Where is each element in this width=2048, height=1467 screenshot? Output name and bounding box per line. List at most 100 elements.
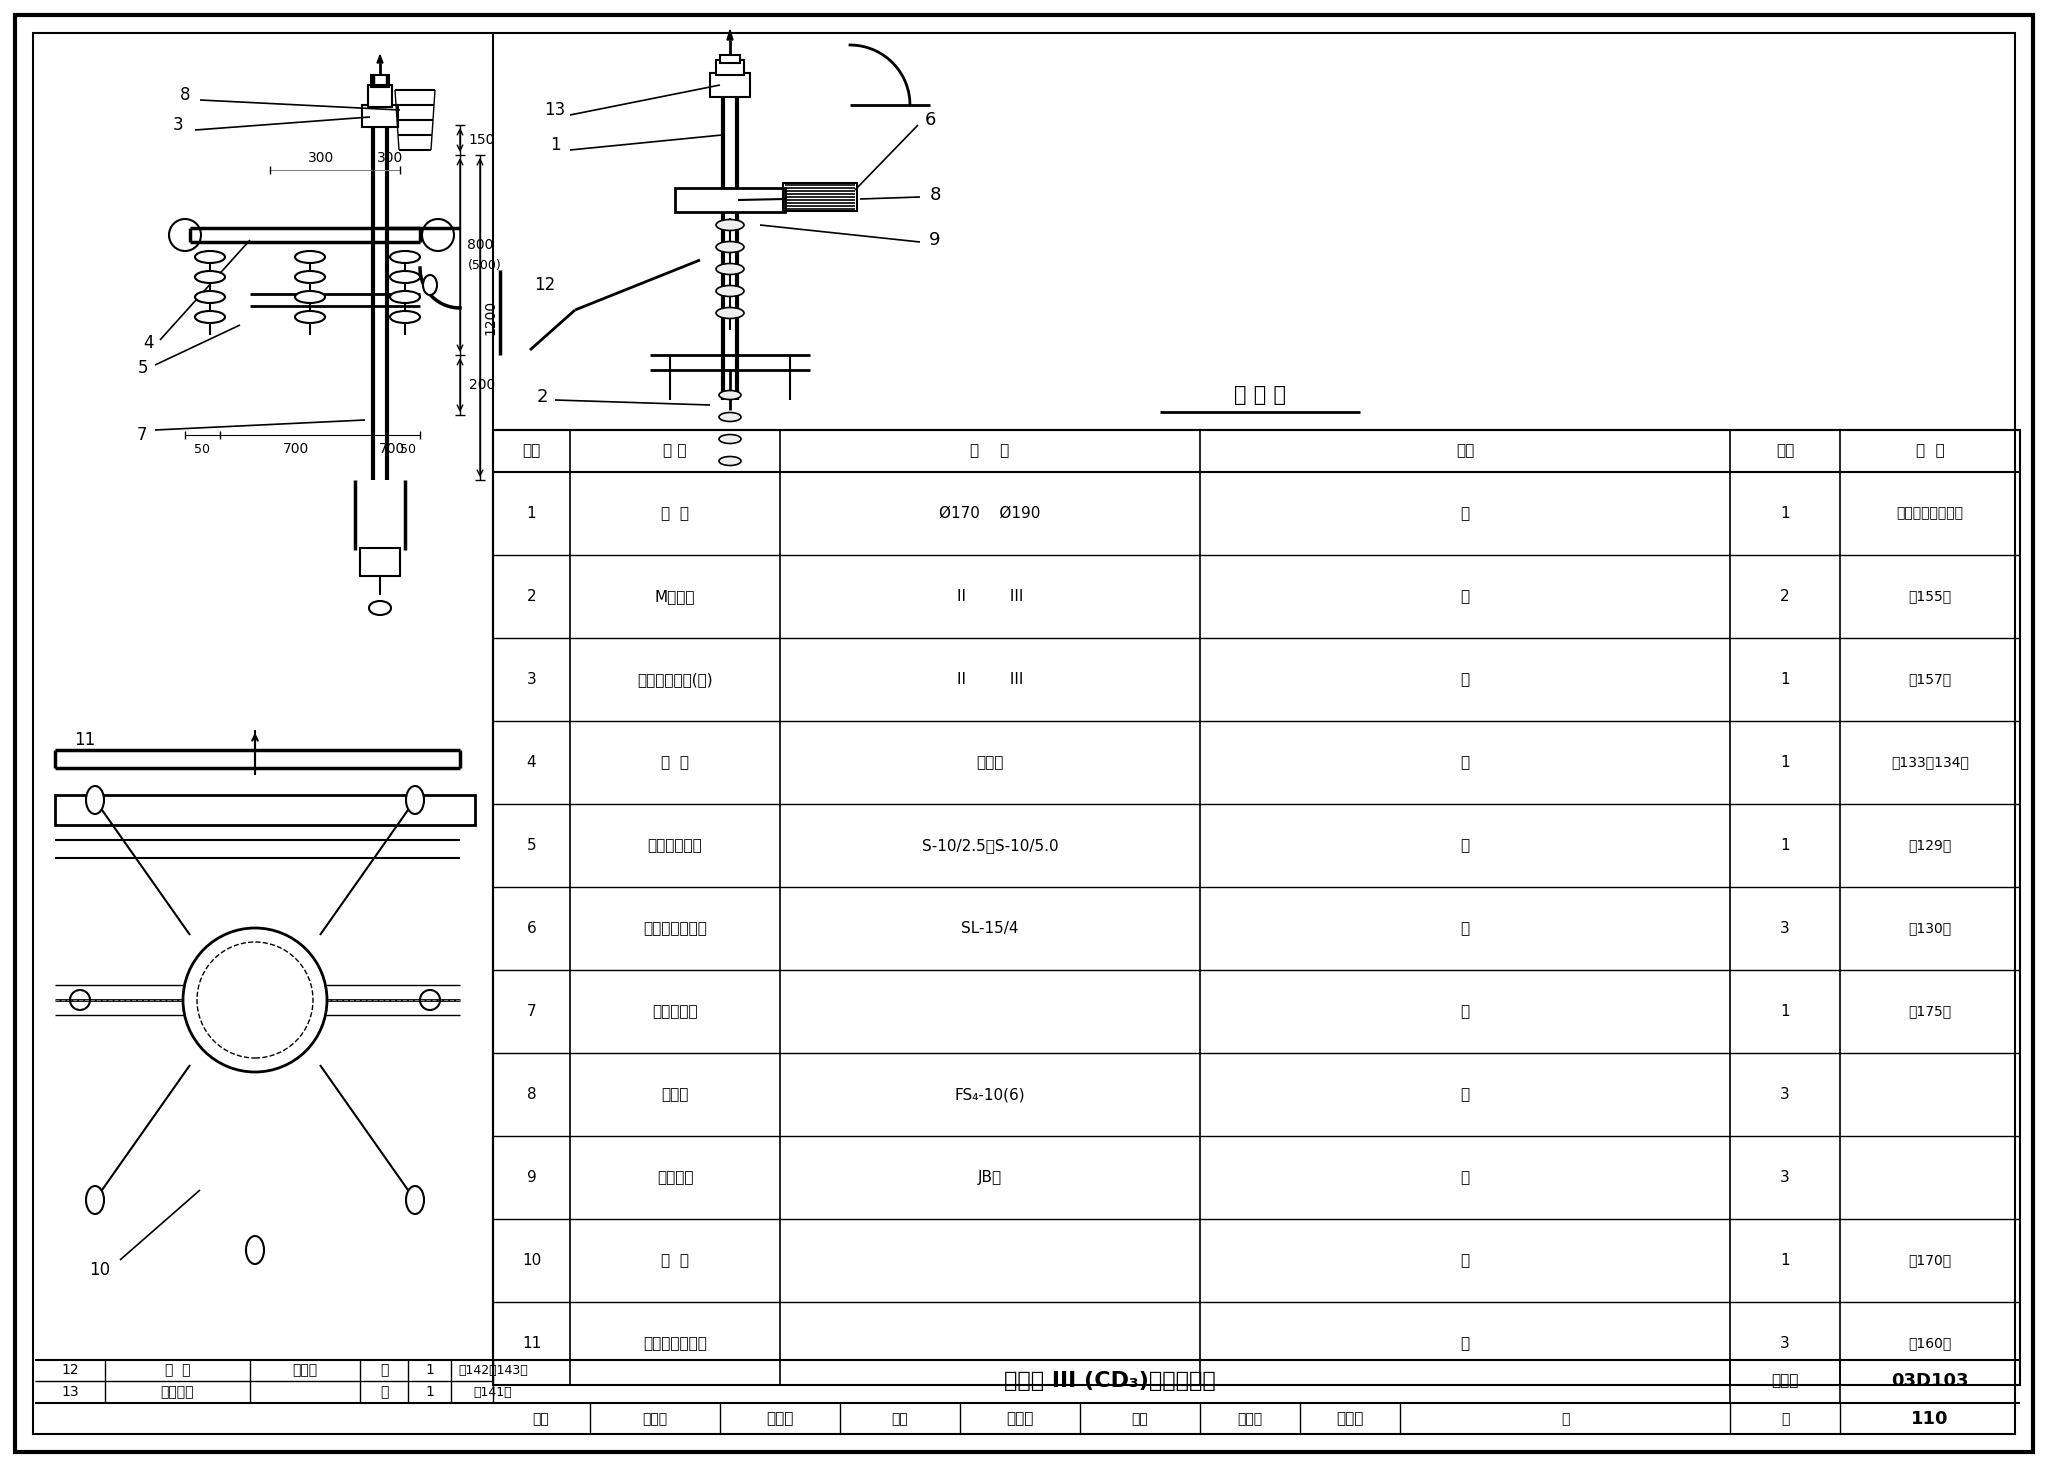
Text: 11: 11 [74,731,96,750]
Text: 拉  板: 拉 板 [662,1253,688,1267]
Text: S-10/2.5或S-10/5.0: S-10/2.5或S-10/5.0 [922,838,1059,852]
Text: 杆顶支座抱箍(一): 杆顶支座抱箍(一) [637,672,713,687]
Text: 横  担: 横 担 [662,756,688,770]
Text: 7: 7 [137,425,147,445]
Text: 700: 700 [379,442,406,456]
Ellipse shape [389,251,420,263]
Text: 见133、134页: 见133、134页 [1890,756,1968,770]
Text: 800: 800 [467,238,494,252]
Text: 规    格: 规 格 [971,443,1010,459]
Text: 拉  线: 拉 线 [164,1363,190,1378]
Text: 廖冬梅: 廖冬梅 [1237,1413,1262,1426]
Text: 组: 组 [379,1363,389,1378]
Text: 13: 13 [61,1385,78,1400]
Text: 9: 9 [526,1171,537,1185]
Text: 3: 3 [172,116,184,133]
Text: 付: 付 [1460,672,1470,687]
Text: 见155页: 见155页 [1909,590,1952,603]
Text: 700: 700 [283,442,309,456]
Text: 3: 3 [1780,1087,1790,1102]
Text: 2: 2 [537,387,547,406]
Text: 序号: 序号 [522,443,541,459]
Text: 50: 50 [195,443,211,455]
Text: 8: 8 [930,186,940,204]
Text: 接地装置: 接地装置 [160,1385,195,1400]
Text: 李珠宝: 李珠宝 [643,1413,668,1426]
Bar [494,430,2019,1385]
Text: 8: 8 [526,1087,537,1102]
Text: 个: 个 [1460,588,1470,604]
Text: 见142、143页: 见142、143页 [459,1363,528,1376]
Text: 2: 2 [1780,588,1790,604]
Text: 避雷器: 避雷器 [662,1087,688,1102]
Text: 个: 个 [1460,1171,1470,1185]
Text: 6: 6 [924,111,936,129]
Ellipse shape [717,286,743,296]
Text: 电  杆: 电 杆 [662,506,688,521]
Text: 4: 4 [143,334,154,352]
Text: 见160页: 见160页 [1909,1336,1952,1351]
Ellipse shape [295,290,326,304]
Ellipse shape [295,271,326,283]
Polygon shape [377,54,383,63]
Bar [717,60,743,75]
Text: II         III: II III [956,672,1024,687]
Ellipse shape [406,1185,424,1215]
Text: 并沟线夹: 并沟线夹 [657,1171,694,1185]
Text: 个: 个 [1460,1087,1470,1102]
Text: 长度由工程设计定: 长度由工程设计定 [1896,506,1964,521]
Text: M形抱铁: M形抱铁 [655,588,694,604]
Ellipse shape [295,311,326,323]
Ellipse shape [424,274,436,295]
Text: 名 称: 名 称 [664,443,686,459]
Text: 8: 8 [180,87,190,104]
Text: Ø170    Ø190: Ø170 Ø190 [940,506,1040,521]
Ellipse shape [717,242,743,252]
Text: 03D103: 03D103 [1890,1372,1968,1391]
Text: 1: 1 [549,136,561,154]
Ellipse shape [719,434,741,443]
Text: 12: 12 [61,1363,78,1378]
Bar [55,795,475,824]
Text: 1: 1 [1780,1003,1790,1020]
Text: 4: 4 [526,756,537,770]
Text: 3: 3 [526,672,537,687]
Text: 300: 300 [309,151,334,164]
Ellipse shape [717,308,743,318]
Text: 见129页: 见129页 [1909,839,1952,852]
Ellipse shape [406,786,424,814]
Bar [782,183,856,211]
Text: 12: 12 [535,276,555,293]
Text: 1: 1 [1780,1253,1790,1267]
Text: 见附录: 见附录 [977,756,1004,770]
Text: 电缆终端盒: 电缆终端盒 [651,1003,698,1020]
Text: 2: 2 [526,588,537,604]
Polygon shape [727,29,733,40]
Ellipse shape [195,311,225,323]
Text: SL-15/4: SL-15/4 [961,921,1018,936]
Text: 设计: 设计 [1133,1413,1149,1426]
Text: 套: 套 [1460,838,1470,852]
Text: (500): (500) [469,258,502,271]
Text: 见175页: 见175页 [1909,1005,1952,1018]
Text: 13: 13 [545,101,565,119]
Text: 附  注: 附 注 [1915,443,1944,459]
Bar [371,75,389,87]
Text: 7: 7 [526,1003,537,1020]
Text: 明 细 表: 明 细 表 [1235,384,1286,405]
Text: 处: 处 [379,1385,389,1400]
Text: 3: 3 [1780,1336,1790,1351]
Bar [362,106,397,128]
Text: 9: 9 [930,230,940,249]
Text: 1: 1 [526,506,537,521]
Text: 10: 10 [522,1253,541,1267]
Text: 1: 1 [1780,838,1790,852]
Ellipse shape [717,220,743,230]
Text: 汪长远: 汪长远 [766,1411,795,1426]
Text: 见141页: 见141页 [473,1385,512,1398]
Text: 终端杆 III (CD₃)杆顶安装图: 终端杆 III (CD₃)杆顶安装图 [1004,1372,1217,1391]
Ellipse shape [246,1237,264,1265]
Text: 150: 150 [469,133,496,147]
Text: 1: 1 [1780,756,1790,770]
Text: 瓷横担绝缘子: 瓷横担绝缘子 [647,838,702,852]
